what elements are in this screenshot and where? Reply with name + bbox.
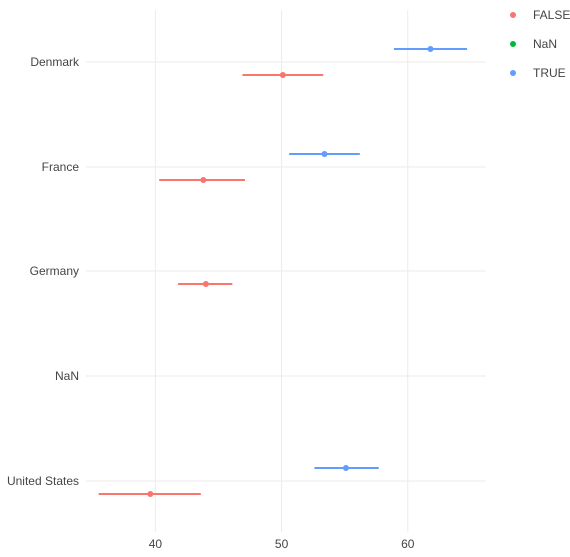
- data-point-true[interactable]: [342, 465, 349, 471]
- data-point-false[interactable]: [279, 72, 286, 78]
- axis-layer: 40 50 60 Denmark France Germany NaN United Stat…: [7, 55, 415, 551]
- y-tick-label: Denmark: [30, 55, 80, 69]
- data-point-true[interactable]: [321, 151, 328, 157]
- data-layer: [98, 46, 468, 497]
- legend-item-true[interactable]: TRUE: [510, 66, 566, 80]
- data-point-false[interactable]: [202, 281, 209, 287]
- data-point-false[interactable]: [200, 177, 207, 183]
- x-tick-label: 60: [401, 537, 415, 551]
- legend-label: TRUE: [533, 66, 566, 80]
- y-tick-label: United States: [7, 474, 79, 488]
- y-tick-label: France: [42, 160, 80, 174]
- legend-label: FALSE: [533, 8, 570, 22]
- y-tick-label: NaN: [55, 369, 79, 383]
- x-tick-label: 40: [149, 537, 163, 551]
- legend-marker: [510, 41, 516, 47]
- x-tick-label: 50: [275, 537, 289, 551]
- legend[interactable]: FALSE NaN TRUE: [510, 8, 570, 80]
- data-point-false[interactable]: [147, 491, 154, 497]
- y-tick-label: Germany: [30, 264, 79, 278]
- legend-marker: [510, 12, 516, 18]
- grid-layer: [86, 10, 486, 532]
- legend-item-nan[interactable]: NaN: [510, 37, 557, 51]
- legend-marker: [510, 70, 516, 76]
- legend-label: NaN: [533, 37, 557, 51]
- data-point-true[interactable]: [427, 46, 434, 52]
- legend-item-false[interactable]: FALSE: [510, 8, 570, 22]
